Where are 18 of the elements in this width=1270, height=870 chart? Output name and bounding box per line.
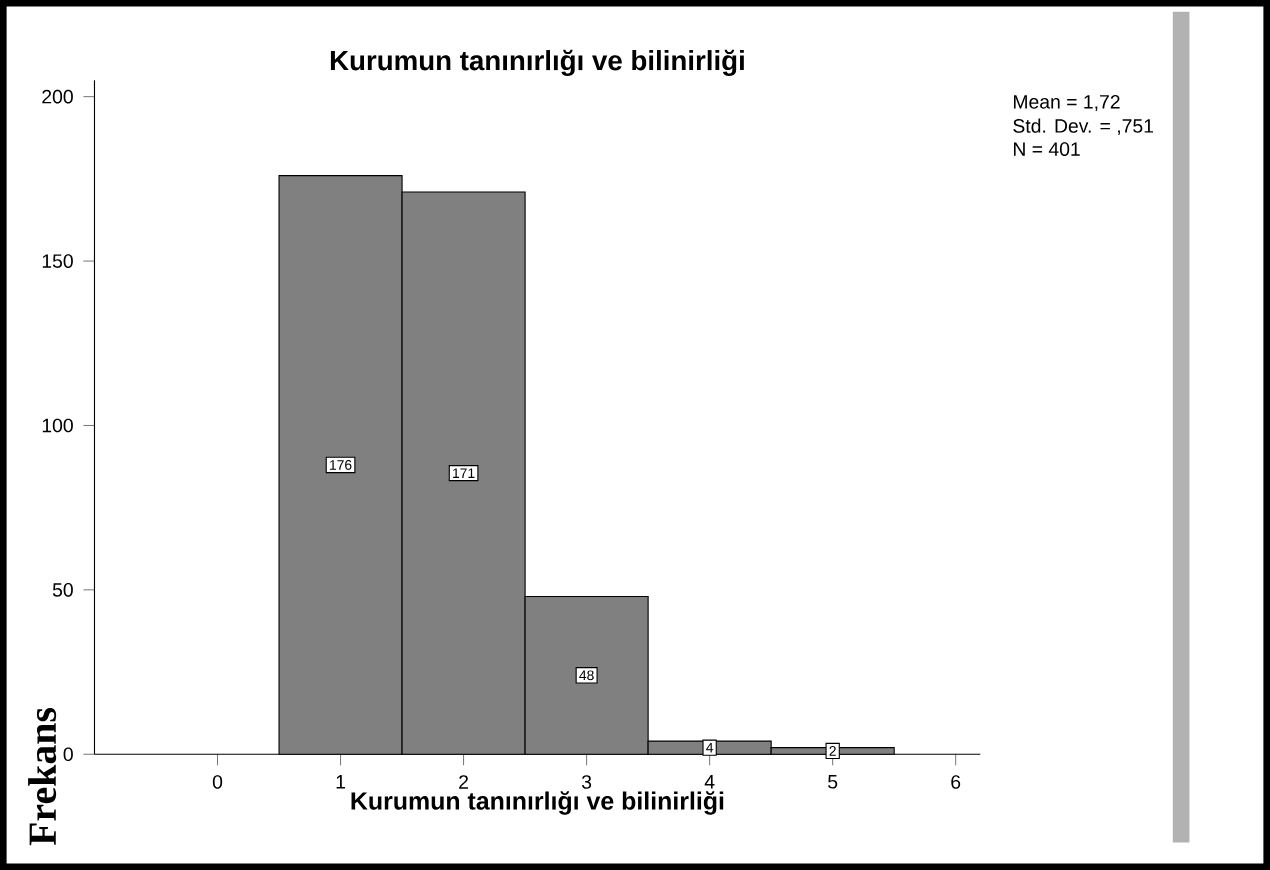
x-tick-label: 1: [336, 775, 345, 789]
text: Mean = 1,72: [1013, 94, 1120, 111]
x-tick-label: 2: [459, 775, 468, 789]
chart-title: Kurumun tanınırlığı ve bilinirliği: [330, 49, 744, 76]
x-tick-label: 4: [704, 775, 715, 789]
y-tick-label: 150: [42, 254, 73, 268]
x-tick-label: 3: [581, 775, 592, 789]
x-axis-title: Kurumun tanınırlığı ve bilinirliği: [351, 791, 724, 815]
y-axis-title: Frekans: [28, 708, 57, 846]
x-tick-label: 6: [951, 775, 961, 789]
y-tick-label: 0: [63, 747, 73, 762]
y-tick-label: 50: [52, 583, 73, 597]
text: N = 401: [1013, 142, 1080, 156]
x-tick-label: 5: [828, 775, 838, 789]
text: Std. Dev. = ,751: [1013, 118, 1153, 136]
x-tick-label: 0: [212, 775, 223, 789]
y-tick-label: 200: [42, 89, 73, 104]
y-tick-label: 100: [42, 418, 73, 433]
